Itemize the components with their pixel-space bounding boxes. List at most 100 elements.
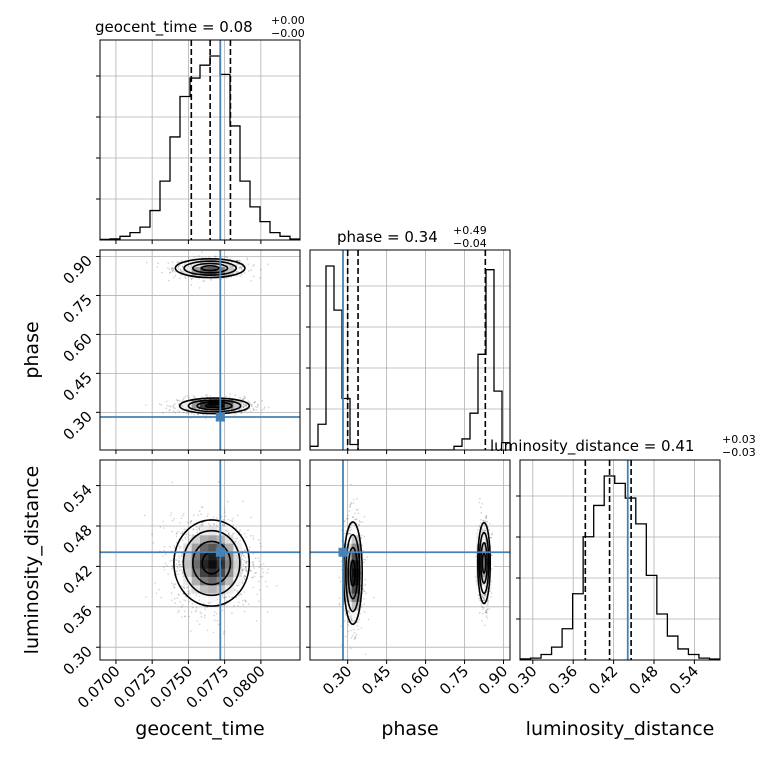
- scatter-point: [243, 397, 246, 400]
- scatter-point: [352, 502, 355, 504]
- scatter-point: [160, 271, 163, 274]
- scatter-point: [231, 596, 233, 599]
- scatter-point: [229, 265, 231, 267]
- scatter-point: [240, 273, 243, 276]
- scatter-point: [222, 518, 225, 521]
- scatter-point: [245, 404, 247, 407]
- scatter-point: [171, 519, 174, 522]
- scatter-point: [481, 529, 484, 531]
- scatter-point: [482, 608, 484, 611]
- scatter-point: [195, 606, 198, 609]
- scatter-point: [235, 527, 238, 529]
- scatter-point: [162, 412, 164, 414]
- scatter-point: [216, 619, 219, 622]
- scatter-point: [190, 611, 193, 613]
- scatter-point: [345, 517, 348, 520]
- scatter-point: [231, 520, 234, 523]
- scatter-point: [239, 529, 241, 531]
- hist-step-line: [310, 265, 510, 450]
- scatter-point: [202, 280, 204, 282]
- scatter-point: [201, 522, 204, 524]
- scatter-point: [355, 508, 358, 511]
- scatter-point: [185, 538, 187, 540]
- scatter-point: [216, 524, 218, 527]
- panel-luminosity-distance-vs-phase: 0.30 0.45 0.60 0.75 0.90: [306, 459, 511, 698]
- scatter-point: [242, 576, 245, 578]
- scatter-point: [178, 547, 181, 550]
- scatter-point: [485, 593, 487, 596]
- scatter-point: [145, 596, 147, 598]
- hist-bin: [230, 126, 240, 240]
- density-cell: [200, 568, 209, 577]
- scatter-point: [349, 533, 352, 536]
- scatter-point: [248, 401, 251, 404]
- scatter-point: [174, 412, 177, 414]
- scatter-point: [250, 269, 252, 271]
- scatter-point: [196, 528, 198, 531]
- scatter-point: [180, 546, 182, 548]
- scatter-point: [238, 267, 241, 270]
- scatter-point: [239, 275, 241, 277]
- scatter-point: [239, 539, 241, 542]
- scatter-point: [262, 571, 265, 574]
- scatter-point: [252, 552, 255, 555]
- scatter-point: [481, 595, 483, 597]
- scatter-point: [190, 284, 193, 286]
- scatter-point: [253, 401, 256, 404]
- scatter-point: [188, 593, 191, 596]
- scatter-point: [182, 398, 184, 401]
- scatter-point: [202, 414, 205, 416]
- scatter-point: [145, 404, 147, 406]
- scatter-point: [169, 514, 172, 517]
- scatter-point: [241, 582, 244, 585]
- scatter-point: [485, 611, 488, 614]
- hist-bin: [318, 424, 326, 450]
- scatter-point: [205, 394, 207, 396]
- scatter-point: [248, 407, 251, 410]
- scatter-point: [201, 523, 204, 526]
- scatter-point: [479, 497, 481, 500]
- x-tick-label: 0.30: [319, 662, 355, 698]
- x-tick-label: 0.45: [358, 662, 394, 698]
- scatter-point: [201, 251, 203, 253]
- scatter-point: [152, 542, 155, 544]
- scatter-point: [485, 516, 488, 519]
- scatter-point: [177, 561, 180, 564]
- scatter-point: [490, 596, 492, 598]
- x-tick-label: 0.30: [504, 662, 540, 698]
- scatter-point: [357, 508, 359, 511]
- scatter-point: [373, 596, 375, 599]
- scatter-point: [246, 258, 249, 261]
- scatter-point: [215, 613, 218, 615]
- scatter-point: [252, 407, 255, 410]
- scatter-point: [483, 528, 485, 531]
- scatter-point: [199, 525, 201, 528]
- scatter-point: [245, 566, 247, 569]
- scatter-point: [165, 400, 168, 403]
- scatter-point: [156, 266, 159, 268]
- scatter-point: [485, 515, 488, 517]
- scatter-point: [172, 584, 175, 587]
- scatter-point: [255, 408, 257, 411]
- scatter-point: [364, 653, 367, 656]
- scatter-point: [167, 279, 170, 282]
- scatter-point: [184, 276, 186, 278]
- scatter-point: [170, 406, 172, 408]
- scatter-point: [490, 580, 493, 583]
- scatter-point: [178, 560, 180, 562]
- scatter-point: [244, 575, 246, 577]
- scatter-point: [240, 593, 242, 596]
- scatter-point: [175, 558, 177, 561]
- scatter-point: [204, 614, 206, 617]
- scatter-point: [224, 256, 226, 258]
- scatter-point: [354, 637, 357, 639]
- title-geocent-time-minus: −0.00: [271, 27, 305, 40]
- scatter-point: [237, 514, 239, 517]
- scatter-point: [364, 583, 367, 586]
- title-phase-main: phase = 0.34: [337, 228, 438, 246]
- scatter-point: [266, 585, 268, 588]
- scatter-point: [233, 540, 236, 543]
- density-cell: [208, 593, 217, 602]
- scatter-point: [363, 515, 366, 518]
- scatter-point: [187, 536, 189, 538]
